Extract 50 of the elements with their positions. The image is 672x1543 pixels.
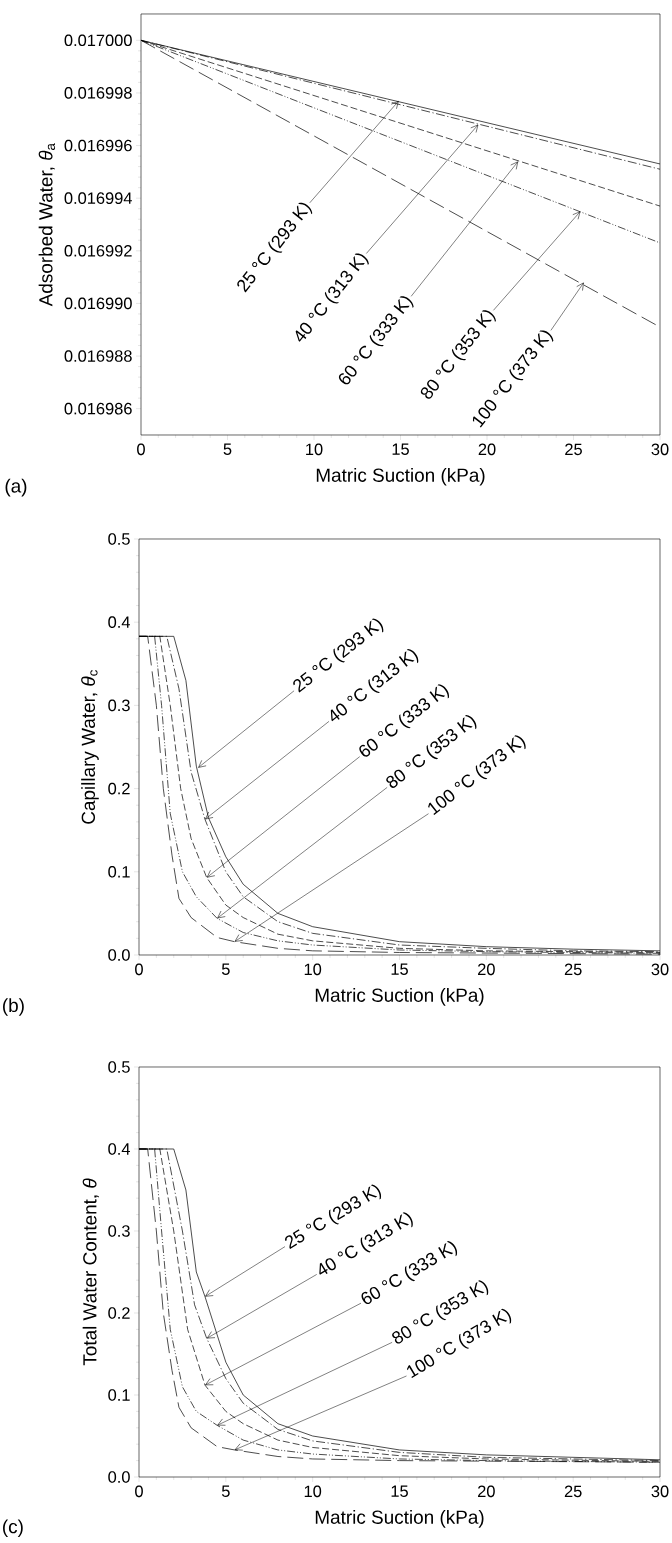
y-tick-label: 0.017000 xyxy=(64,34,132,47)
x-tick-label: 5 xyxy=(223,443,232,455)
x-tick-label: 0 xyxy=(135,1485,143,1498)
text: (b) xyxy=(3,998,24,1016)
x-tick-label: 20 xyxy=(478,1485,495,1498)
y-axis-title: Total Water Content, θ xyxy=(82,1178,99,1366)
x-tick-label: 30 xyxy=(651,1485,669,1498)
y-tick-label: 0.1 xyxy=(108,1389,130,1401)
y-tick-label: 0.016994 xyxy=(64,192,132,204)
y-axis-title: Adsorbed Water, θ$_{a}$ xyxy=(38,143,56,307)
y-tick-label: 0.0 xyxy=(108,949,130,961)
x-tick-label: 0 xyxy=(135,963,143,976)
x-tick-label: 15 xyxy=(391,963,408,975)
x-tick-label: 25 xyxy=(565,443,582,456)
y-tick-label: 0.016986 xyxy=(64,402,132,415)
x-tick-label: 10 xyxy=(304,1485,322,1498)
x-axis-title: Matric Suction (kPa) xyxy=(315,1510,484,1528)
x-tick-label: 30 xyxy=(651,963,669,976)
y-tick-label: 0.4 xyxy=(108,1143,130,1155)
y-tick-label: 0.016992 xyxy=(64,244,132,257)
x-tick-label: 15 xyxy=(392,443,409,455)
x-tick-label: 20 xyxy=(478,963,495,976)
x-tick-label: 15 xyxy=(391,1485,408,1497)
x-axis-title: Matric Suction (kPa) xyxy=(315,987,484,1006)
x-tick-label: 5 xyxy=(221,1485,230,1497)
x-tick-label: 10 xyxy=(306,443,323,456)
y-tick-label: 0.016998 xyxy=(64,87,132,99)
text: (a) xyxy=(5,478,27,497)
y-tick-label: 0.5 xyxy=(108,1061,130,1073)
x-tick-label: 25 xyxy=(564,963,582,976)
x-tick-label: 10 xyxy=(304,963,322,976)
y-tick-label: 0.2 xyxy=(108,1307,130,1319)
x-tick-label: 20 xyxy=(478,443,496,456)
y-tick-label: 0.5 xyxy=(108,533,130,545)
text: (c) xyxy=(3,1519,23,1538)
y-axis-title: Capillary Water, θ$_{c}$ xyxy=(81,670,99,824)
y-tick-label: 0.0 xyxy=(108,1471,130,1483)
x-axis-title: Matric Suction (kPa) xyxy=(316,467,485,486)
y-tick-label: 0.3 xyxy=(108,699,130,712)
x-tick-label: 0 xyxy=(137,443,145,456)
y-tick-label: 0.016990 xyxy=(64,297,132,310)
y-tick-label: 0.3 xyxy=(108,1225,130,1237)
y-tick-label: 0.4 xyxy=(108,616,130,629)
x-tick-label: 5 xyxy=(221,963,230,975)
y-tick-label: 0.016996 xyxy=(64,139,132,152)
x-tick-label: 25 xyxy=(564,1485,582,1498)
y-tick-label: 0.016988 xyxy=(64,350,132,362)
y-tick-label: 0.2 xyxy=(108,782,130,795)
x-tick-label: 30 xyxy=(651,443,669,456)
y-tick-label: 0.1 xyxy=(108,865,130,878)
